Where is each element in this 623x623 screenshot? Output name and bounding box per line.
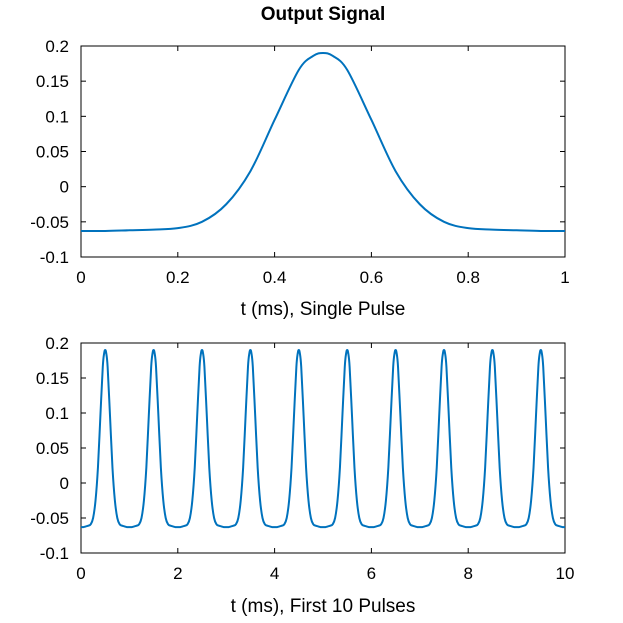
tick-labels-first-10-pulses: 0 2 4 6 8 10 -0.1 -0.05 0 0.05 0.1 0.15 0.2 bbox=[30, 334, 574, 583]
ticks-first-10-pulses bbox=[80, 342, 566, 554]
plot-area-first-10-pulses bbox=[80, 342, 566, 554]
y-tick-label-single-pulse: 0.2 bbox=[45, 37, 69, 56]
x-tick-label-single-pulse: 0.6 bbox=[360, 268, 384, 287]
x-tick-label-single-pulse: 0.2 bbox=[166, 268, 190, 287]
x-tick-label-first-10-pulses: 0 bbox=[76, 564, 85, 583]
ticks-single-pulse bbox=[80, 45, 566, 258]
y-tick-label-first-10-pulses: 0 bbox=[60, 474, 69, 493]
chart-first-10-pulses: 0 2 4 6 8 10 -0.1 -0.05 0 0.05 0.1 0.15 0.2 t (ms), … bbox=[30, 334, 574, 617]
y-tick-label-single-pulse: 0.1 bbox=[45, 107, 69, 126]
y-tick-label-first-10-pulses: 0.1 bbox=[45, 404, 69, 423]
series-line-first-10-pulses bbox=[80, 349, 566, 529]
y-tick-label-first-10-pulses: 0.05 bbox=[36, 439, 69, 458]
y-tick-label-first-10-pulses: -0.05 bbox=[30, 509, 69, 528]
y-tick-label-first-10-pulses: 0.15 bbox=[36, 369, 69, 388]
x-tick-label-single-pulse: 1 bbox=[560, 268, 569, 287]
series-first-10-pulses bbox=[80, 349, 566, 529]
chart-title: Output Signal bbox=[261, 4, 386, 25]
chart-single-pulse: 0 0.2 0.4 0.6 0.8 1 -0.1 -0.05 0 0.05 0.1 0.15 0.2 t… bbox=[30, 37, 569, 320]
x-tick-label-first-10-pulses: 2 bbox=[173, 564, 182, 583]
series-single-pulse bbox=[80, 52, 566, 233]
y-tick-label-single-pulse: -0.1 bbox=[40, 248, 69, 267]
plot-area-single-pulse bbox=[80, 45, 566, 258]
x-tick-label-first-10-pulses: 8 bbox=[463, 564, 472, 583]
x-tick-label-single-pulse: 0.8 bbox=[456, 268, 480, 287]
y-tick-label-first-10-pulses: -0.1 bbox=[40, 544, 69, 563]
series-line-single-pulse bbox=[80, 52, 566, 233]
y-tick-label-single-pulse: 0 bbox=[60, 178, 69, 197]
y-tick-label-first-10-pulses: 0.2 bbox=[45, 334, 69, 353]
x-tick-label-first-10-pulses: 4 bbox=[270, 564, 279, 583]
x-tick-label-single-pulse: 0 bbox=[76, 268, 85, 287]
y-tick-label-single-pulse: 0.05 bbox=[36, 143, 69, 162]
y-tick-label-single-pulse: 0.15 bbox=[36, 72, 69, 91]
tick-labels-single-pulse: 0 0.2 0.4 0.6 0.8 1 -0.1 -0.05 0 0.05 0.1 0.15 0.2 bbox=[30, 37, 569, 287]
x-axis-label-first-10-pulses: t (ms), First 10 Pulses bbox=[231, 596, 416, 617]
x-tick-label-first-10-pulses: 10 bbox=[556, 564, 575, 583]
x-axis-label-single-pulse: t (ms), Single Pulse bbox=[241, 299, 406, 320]
y-tick-label-single-pulse: -0.05 bbox=[30, 213, 69, 232]
x-tick-label-single-pulse: 0.4 bbox=[263, 268, 287, 287]
x-tick-label-first-10-pulses: 6 bbox=[367, 564, 376, 583]
